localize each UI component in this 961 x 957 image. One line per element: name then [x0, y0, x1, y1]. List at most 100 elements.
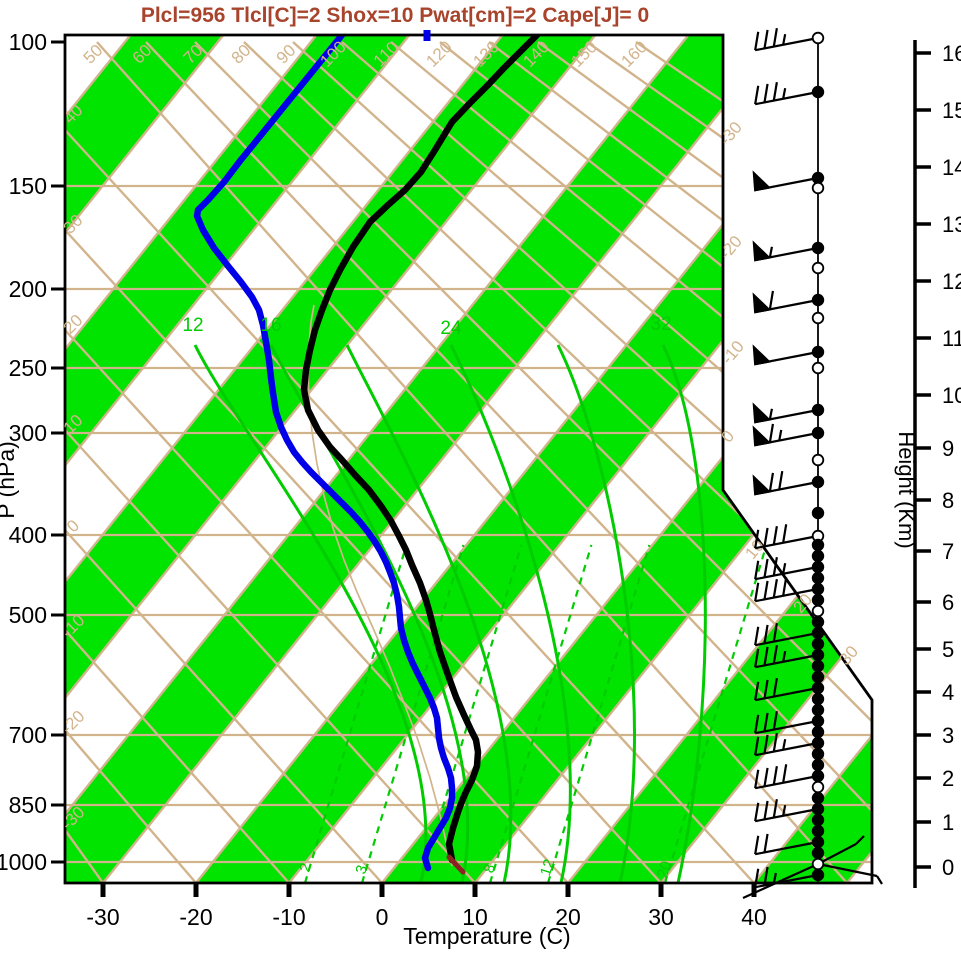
wind-barb-tick — [772, 732, 778, 752]
wind-barb-tick — [782, 577, 788, 596]
station-dot-filled — [811, 802, 825, 816]
wind-barb-tick — [763, 580, 769, 600]
wind-barb — [754, 524, 819, 550]
moist-adiabat-label: 16 — [260, 315, 281, 336]
station-dot-open — [811, 261, 825, 275]
station-dot-filled — [811, 85, 825, 99]
wind-barb-tick — [754, 681, 760, 701]
station-dot-filled — [811, 736, 825, 750]
wind-barb-tick — [782, 524, 788, 543]
wind-barb-tick — [876, 875, 883, 885]
station-dot-open — [811, 31, 825, 45]
station-dot-filled — [811, 758, 825, 772]
wind-barb-tick — [763, 646, 769, 666]
mixing-ratio-label: 12 — [537, 857, 558, 878]
wind-barb-tick — [754, 85, 760, 105]
isotherm-line — [65, 35, 225, 883]
mixing-ratio-label: 20 — [654, 859, 675, 880]
pressure-tick-label: 500 — [9, 602, 47, 628]
dry-adiabat-line — [243, 41, 872, 883]
isotherm-line — [567, 35, 872, 883]
height-tick-label: 5 — [942, 637, 954, 662]
station-dot-filled — [811, 593, 825, 607]
mixing-ratio-lines — [303, 544, 768, 883]
wind-barb — [752, 423, 819, 447]
wind-barb-tick — [763, 679, 769, 699]
wind-barb-half-tick — [782, 738, 787, 750]
wind-barb-tick — [763, 558, 769, 578]
station-dot-open — [811, 311, 825, 325]
wind-barb — [754, 732, 819, 757]
station-dot-open — [811, 453, 825, 467]
wind-barb-tick — [763, 83, 769, 103]
isotherm-line — [660, 35, 872, 883]
wind-barb-tick — [754, 31, 760, 51]
height-tick-label: 9 — [942, 436, 954, 461]
station-dot-filled — [811, 626, 825, 640]
wind-barb-tick — [763, 624, 769, 644]
station-dot-filled — [811, 725, 825, 739]
wind-barb — [754, 622, 819, 647]
wind-barb-tick — [772, 798, 778, 818]
wind-barb-tick — [754, 626, 760, 646]
station-dot-filled — [811, 345, 825, 359]
station-dot-filled — [811, 692, 825, 706]
wind-barb-half-tick — [768, 408, 773, 420]
height-ticks — [915, 51, 931, 869]
wind-barb — [754, 833, 819, 856]
dry-adiabat-line — [65, 529, 383, 883]
wind-barb-flag — [752, 292, 772, 314]
pressure-tick-label: 150 — [9, 173, 47, 199]
station-dot-filled — [811, 171, 825, 185]
moist-adiabat-curve — [449, 344, 572, 883]
station-dot-filled — [811, 571, 825, 585]
wind-barb-tick — [754, 868, 760, 888]
height-tick-label: 1 — [942, 810, 954, 835]
wind-barb-half-tick — [778, 429, 783, 441]
station-dot-filled — [811, 426, 825, 440]
moist-adiabat-label: 32 — [650, 314, 671, 335]
dry-adiabat-line — [65, 129, 755, 883]
wind-barb-half-tick — [782, 650, 787, 662]
station-dot-filled — [811, 846, 825, 860]
station-dot-filled — [811, 648, 825, 662]
temperature-curve — [300, 35, 541, 864]
dry-adiabat-line — [65, 329, 569, 883]
isotherm-line — [65, 35, 411, 883]
wind-barb — [752, 470, 819, 496]
temperature-tick-label: -20 — [179, 904, 212, 930]
wind-barb-tick — [763, 767, 769, 787]
wind-barb — [754, 644, 819, 669]
wind-barb-tick — [763, 800, 769, 820]
station-dot-filled — [811, 681, 825, 695]
wind-barb-tick — [763, 29, 769, 49]
station-dot-open — [811, 604, 825, 618]
wind-barb-flag — [752, 402, 772, 424]
wind-barb-tick — [763, 866, 769, 886]
temperature-tick-label: -10 — [272, 904, 305, 930]
station-dot-filled — [811, 747, 825, 761]
wind-barb-tick — [754, 560, 760, 580]
temperature-tick-label: 40 — [741, 904, 767, 930]
height-tick-label: 6 — [942, 590, 954, 615]
station-dot-filled — [811, 703, 825, 717]
moist-adiabat-curve — [556, 344, 636, 883]
mixing-ratio-line — [360, 544, 465, 883]
wind-barb-tick — [754, 769, 760, 789]
mixing-ratio-line — [546, 544, 651, 883]
dry-adiabat-line — [145, 41, 872, 883]
station-dot-filled — [811, 560, 825, 574]
temperature-tick-label: -30 — [86, 904, 119, 930]
wind-barb-staff — [817, 862, 878, 878]
pressure-axis-title: P (hPa) — [0, 441, 19, 519]
station-dot-filled — [811, 835, 825, 849]
isotherm-line — [65, 35, 318, 883]
surface-parcel-marker — [446, 854, 466, 875]
station-dot-filled — [811, 582, 825, 596]
station-dot-filled — [811, 538, 825, 552]
height-tick-label: 3 — [942, 723, 954, 748]
pressure-tick-label: 200 — [9, 276, 47, 302]
wind-barb-tick — [754, 648, 760, 668]
mixing-ratio-line — [488, 544, 593, 883]
wind-barb — [754, 677, 819, 702]
